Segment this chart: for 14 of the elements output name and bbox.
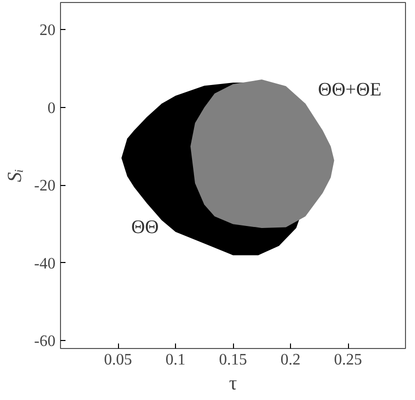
x-tick-label: 0.1 (166, 352, 186, 368)
y-tick-label: -40 (34, 255, 56, 272)
y-tick-label: 20 (40, 22, 56, 40)
x-tick-label: 0.15 (219, 352, 247, 368)
y-axis-title: Sᵢ (4, 168, 26, 182)
y-tick-label: -20 (34, 178, 56, 195)
x-axis-title: τ (228, 372, 238, 394)
annotation: ΘΘ (131, 216, 159, 238)
x-tick-label: 0.25 (334, 352, 362, 368)
y-tick-label: -60 (34, 333, 56, 350)
annotation: ΘΘ+ΘE (318, 79, 382, 100)
y-tick-label: 0 (48, 100, 56, 117)
x-tick-label: 0.05 (104, 352, 132, 368)
x-tick-label: 0.2 (280, 352, 300, 368)
